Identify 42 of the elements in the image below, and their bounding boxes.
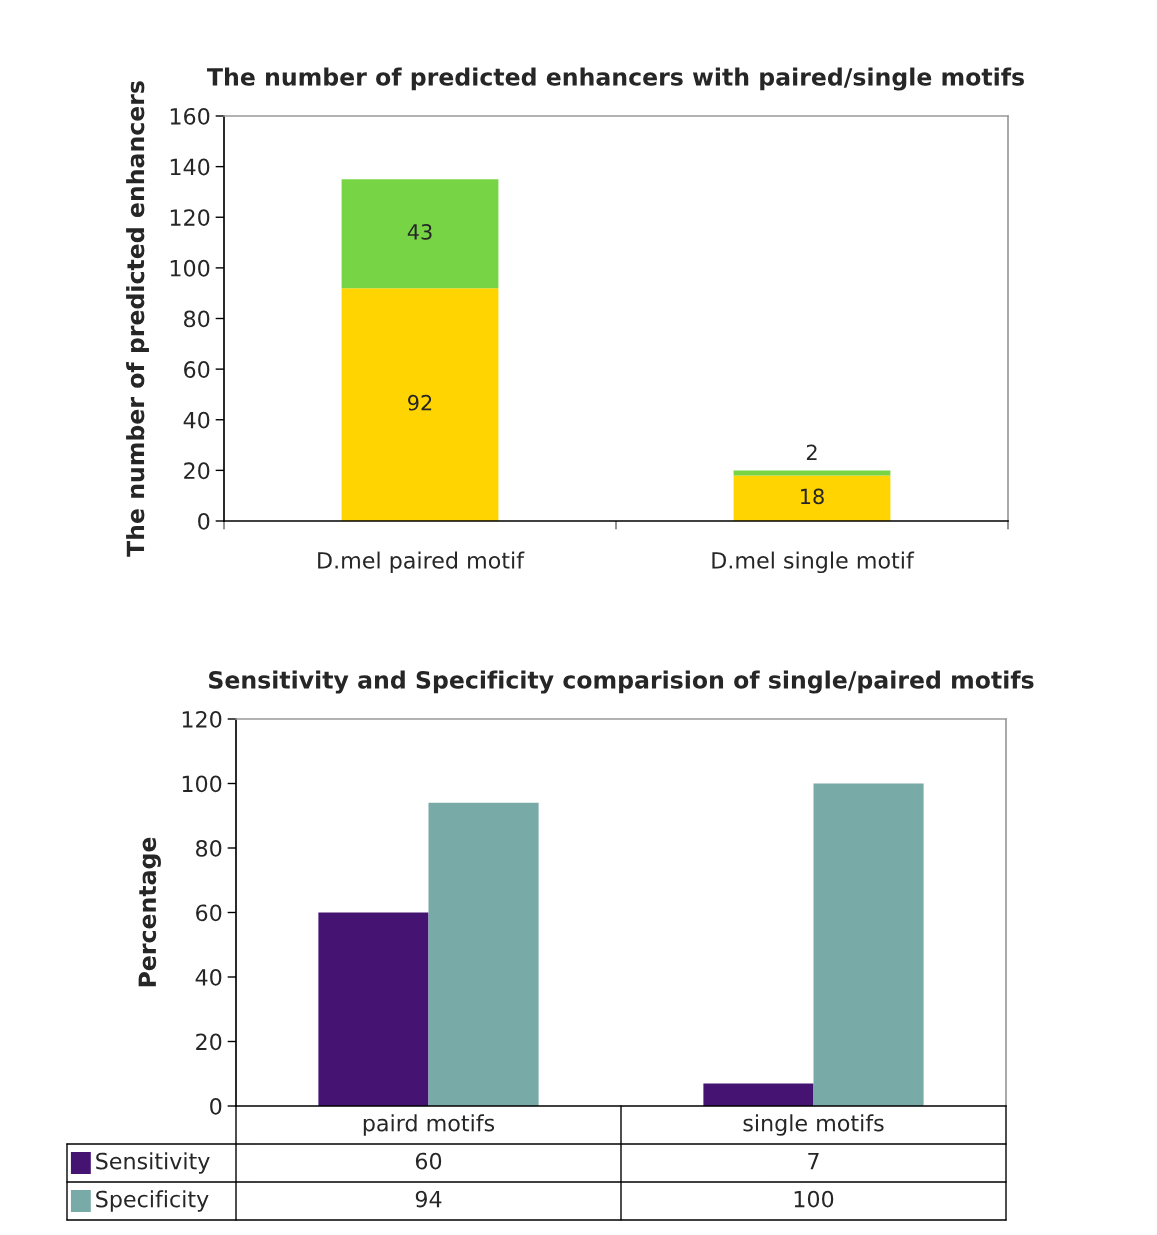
y-tick-label: 60 <box>196 904 222 922</box>
data-label: 60 <box>415 1152 442 1170</box>
data-label: 7 <box>808 1152 819 1170</box>
data-label: 92 <box>408 394 432 411</box>
legend-label: Sensitivity <box>96 1152 210 1174</box>
x-tick-label: paird motifs <box>363 1114 495 1136</box>
data-label: 2 <box>806 444 817 460</box>
x-tick-label: D.mel single motif <box>712 551 915 574</box>
bar <box>318 912 429 1106</box>
chart-title: The number of predicted enhancers with paired/single motifs <box>207 67 1024 91</box>
y-tick-label: 80 <box>184 310 210 328</box>
y-tick-label: 0 <box>198 512 210 530</box>
y-tick-label: 100 <box>182 775 222 793</box>
y-axis-title: The number of predicted enhancers <box>126 81 149 557</box>
bar <box>341 179 499 289</box>
bar <box>733 470 891 476</box>
x-tick-label: single motifs <box>743 1114 884 1136</box>
x-tick-label: D.mel paired motif <box>318 551 525 574</box>
y-tick-label: 120 <box>170 209 210 227</box>
y-tick-label: 40 <box>183 411 210 429</box>
y-tick-label: 40 <box>195 968 222 986</box>
y-tick-label: 20 <box>184 462 210 480</box>
bar <box>703 1083 814 1106</box>
y-tick-label: 20 <box>196 1033 222 1051</box>
bar <box>428 802 539 1106</box>
y-tick-label: 60 <box>184 361 210 378</box>
y-tick-label: 120 <box>182 710 222 728</box>
bar <box>341 288 499 521</box>
y-tick-label: 0 <box>210 1097 222 1115</box>
data-label: 43 <box>407 223 432 240</box>
y-tick-label: 80 <box>196 839 222 857</box>
bar <box>733 475 891 521</box>
data-label: 18 <box>801 488 824 505</box>
y-tick-label: 160 <box>170 107 210 125</box>
y-axis-title: Percentage <box>138 837 161 987</box>
y-tick-label: 100 <box>170 259 210 277</box>
bar <box>813 783 924 1106</box>
data-label: 94 <box>415 1190 442 1208</box>
data-label: 100 <box>794 1190 834 1208</box>
legend-label: Specificity <box>96 1190 209 1212</box>
chart-title: Sensitivity and Specificity comparision of single/paired motifs <box>209 670 1034 694</box>
y-tick-label: 140 <box>170 158 210 176</box>
